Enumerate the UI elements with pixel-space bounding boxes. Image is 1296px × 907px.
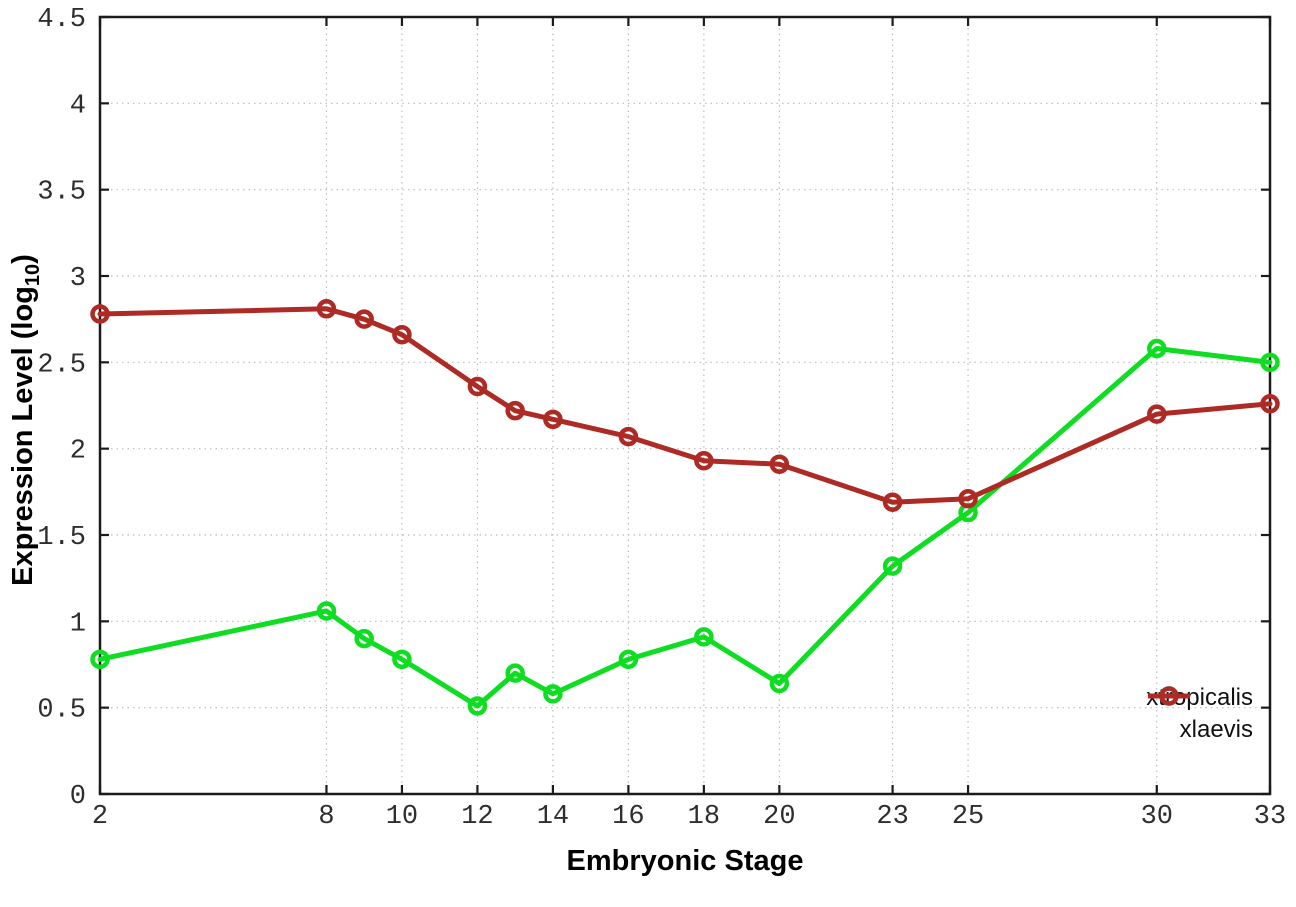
x-tick-label: 16 (612, 802, 644, 832)
y-tick-label: 1 (70, 609, 86, 639)
series-line-xtropicalis (97, 346, 1273, 709)
y-tick-label: 2 (70, 437, 86, 467)
data-point-xtropicalis (467, 696, 488, 716)
y-axis-label-subscript: 10 (21, 263, 44, 287)
legend-item-xlaevis: xlaevis (1146, 686, 1253, 745)
x-tick-label: 18 (688, 802, 720, 832)
y-tick-label: 3 (70, 264, 86, 294)
y-axis-label-text: Expression Level (log (7, 286, 40, 586)
x-tick-label: 14 (537, 802, 569, 832)
data-point-xlaevis (1260, 394, 1280, 414)
data-point-xtropicalis (1147, 338, 1167, 359)
data-point-xtropicalis (90, 649, 110, 670)
x-tick-label: 10 (386, 802, 418, 832)
y-tick-label: 2.5 (37, 350, 86, 380)
data-point-xlaevis (1147, 404, 1167, 424)
x-axis-label: Embryonic Stage (566, 845, 804, 877)
data-point-xlaevis (618, 426, 639, 447)
legend: xtropicalis xlaevis (1146, 683, 1253, 745)
data-point-xtropicalis (505, 663, 525, 683)
x-tick-label: 20 (763, 802, 795, 832)
x-tick-label: 25 (952, 802, 984, 832)
data-point-xlaevis (90, 304, 110, 324)
data-point-xlaevis (392, 324, 412, 345)
data-point-xtropicalis (769, 673, 790, 694)
x-tick-label: 33 (1254, 802, 1286, 832)
x-tick-label: 30 (1141, 802, 1173, 832)
y-tick-label: 1.5 (37, 523, 86, 553)
data-point-xlaevis (505, 400, 525, 421)
data-point-xlaevis (882, 492, 903, 512)
data-point-xlaevis (694, 451, 714, 471)
data-point-xtropicalis (316, 601, 337, 621)
data-point-xtropicalis (618, 649, 639, 670)
data-point-xtropicalis (694, 627, 714, 647)
y-tick-label: 0.5 (37, 696, 86, 726)
y-axis-label-close: ) (7, 254, 40, 264)
data-point-xlaevis (354, 309, 374, 329)
y-tick-label: 4 (70, 91, 86, 121)
legend-label-xlaevis: xlaevis (1179, 716, 1253, 743)
data-point-xtropicalis (543, 684, 563, 704)
data-point-xlaevis (769, 454, 790, 474)
data-point-xlaevis (958, 488, 978, 509)
y-tick-label: 0 (70, 782, 86, 812)
data-point-xlaevis (543, 409, 563, 430)
data-point-xlaevis (467, 376, 488, 397)
y-tick-label: 3.5 (37, 178, 86, 208)
y-axis-label: Expression Level (log10) (7, 254, 45, 586)
data-point-xtropicalis (354, 628, 374, 649)
x-tick-label: 8 (318, 802, 334, 832)
data-point-xtropicalis (882, 556, 903, 576)
x-tick-label: 12 (461, 802, 493, 832)
x-tick-label: 2 (92, 802, 108, 832)
data-point-xlaevis (316, 299, 337, 319)
x-tick-label: 23 (876, 802, 908, 832)
data-point-xtropicalis (392, 649, 412, 670)
data-point-xtropicalis (1260, 352, 1280, 373)
y-tick-label: 4.5 (37, 5, 86, 35)
legend-marker-xlaevis-icon (1148, 686, 1191, 706)
